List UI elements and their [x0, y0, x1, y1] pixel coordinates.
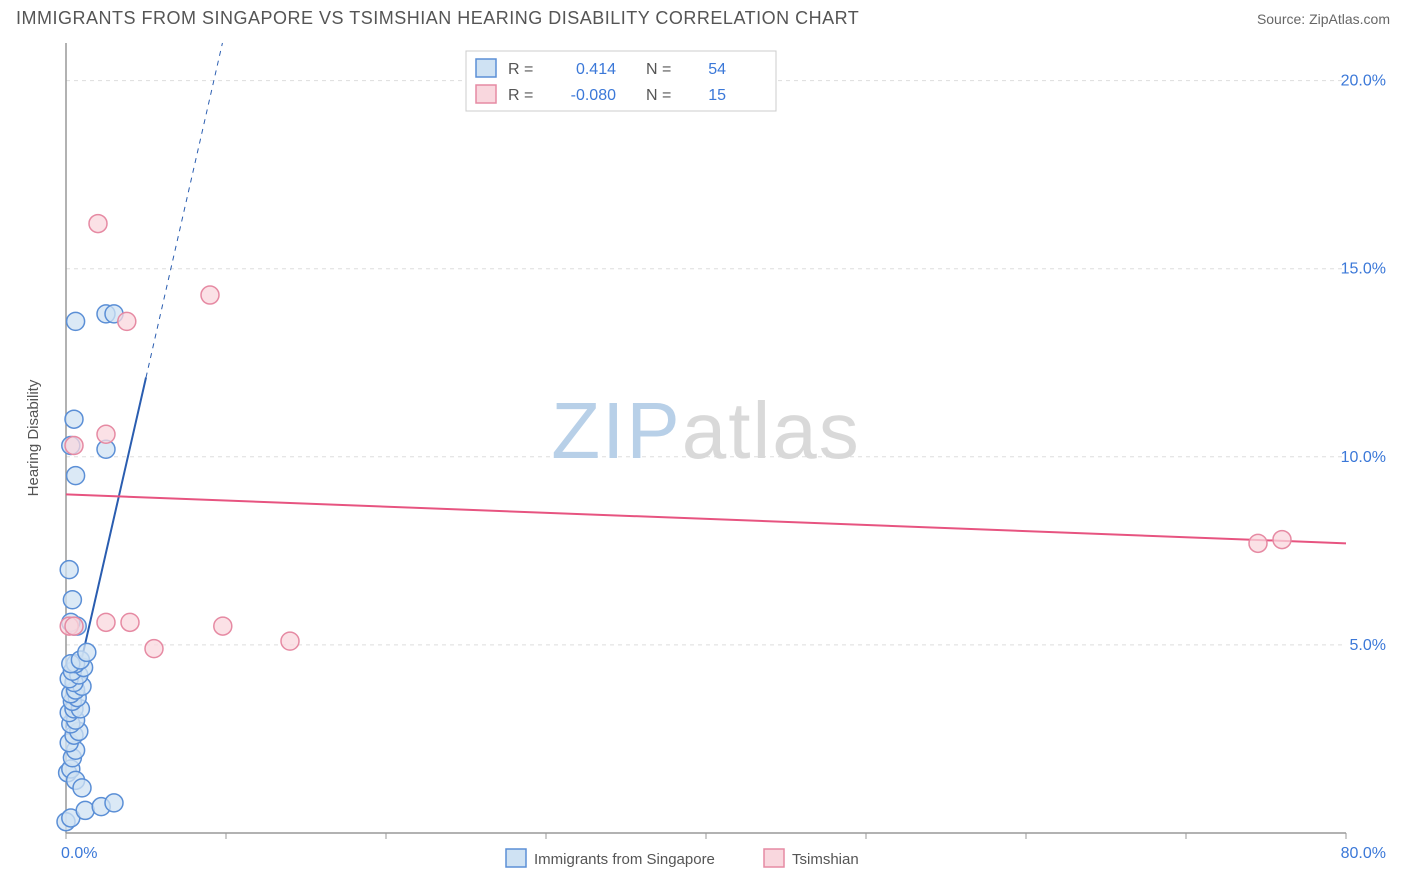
data-point: [78, 643, 96, 661]
data-point: [105, 794, 123, 812]
data-point: [201, 286, 219, 304]
data-point: [89, 215, 107, 233]
data-point: [67, 467, 85, 485]
data-point: [1273, 531, 1291, 549]
data-point: [214, 617, 232, 635]
data-point: [65, 437, 83, 455]
trend-line-dashed: [146, 43, 222, 378]
bottom-legend-label: Tsimshian: [792, 851, 859, 868]
legend-swatch: [476, 85, 496, 103]
data-point: [145, 640, 163, 658]
data-point: [60, 561, 78, 579]
data-point: [67, 312, 85, 330]
legend-n-label: N =: [646, 87, 671, 104]
bottom-legend-label: Immigrants from Singapore: [534, 851, 715, 868]
y-tick-label: 5.0%: [1350, 637, 1386, 654]
y-tick-label: 20.0%: [1341, 73, 1386, 90]
data-point: [63, 591, 81, 609]
data-point: [118, 312, 136, 330]
x-max-label: 80.0%: [1341, 845, 1386, 862]
source-label: Source: ZipAtlas.com: [1257, 11, 1390, 27]
data-point: [97, 425, 115, 443]
y-tick-label: 10.0%: [1341, 449, 1386, 466]
legend-r-label: R =: [508, 61, 533, 78]
data-point: [73, 779, 91, 797]
data-point: [76, 801, 94, 819]
legend-r-value: -0.080: [571, 87, 616, 104]
legend-n-label: N =: [646, 61, 671, 78]
y-tick-label: 15.0%: [1341, 261, 1386, 278]
trend-line: [66, 494, 1346, 543]
data-point: [281, 632, 299, 650]
legend-r-label: R =: [508, 87, 533, 104]
bottom-legend-swatch: [764, 849, 784, 867]
chart-area: 5.0% 10.0% 15.0% 20.0% 0.0% 80.0% Hearing Disa…: [16, 33, 1390, 878]
data-point: [65, 617, 83, 635]
y-axis-label: Hearing Disability: [25, 379, 42, 496]
legend-swatch: [476, 59, 496, 77]
legend-r-value: 0.414: [576, 61, 616, 78]
bottom-legend-swatch: [506, 849, 526, 867]
data-point: [65, 410, 83, 428]
legend-n-value: 15: [708, 87, 726, 104]
data-point: [121, 613, 139, 631]
watermark: ZIPatlas: [551, 386, 860, 475]
x-min-label: 0.0%: [61, 845, 97, 862]
scatter-chart: 5.0% 10.0% 15.0% 20.0% 0.0% 80.0% Hearing Disa…: [16, 33, 1390, 878]
chart-title: IMMIGRANTS FROM SINGAPORE VS TSIMSHIAN H…: [16, 8, 859, 29]
chart-header: IMMIGRANTS FROM SINGAPORE VS TSIMSHIAN H…: [0, 0, 1406, 33]
data-point: [97, 613, 115, 631]
legend-n-value: 54: [708, 61, 726, 78]
data-point: [1249, 534, 1267, 552]
